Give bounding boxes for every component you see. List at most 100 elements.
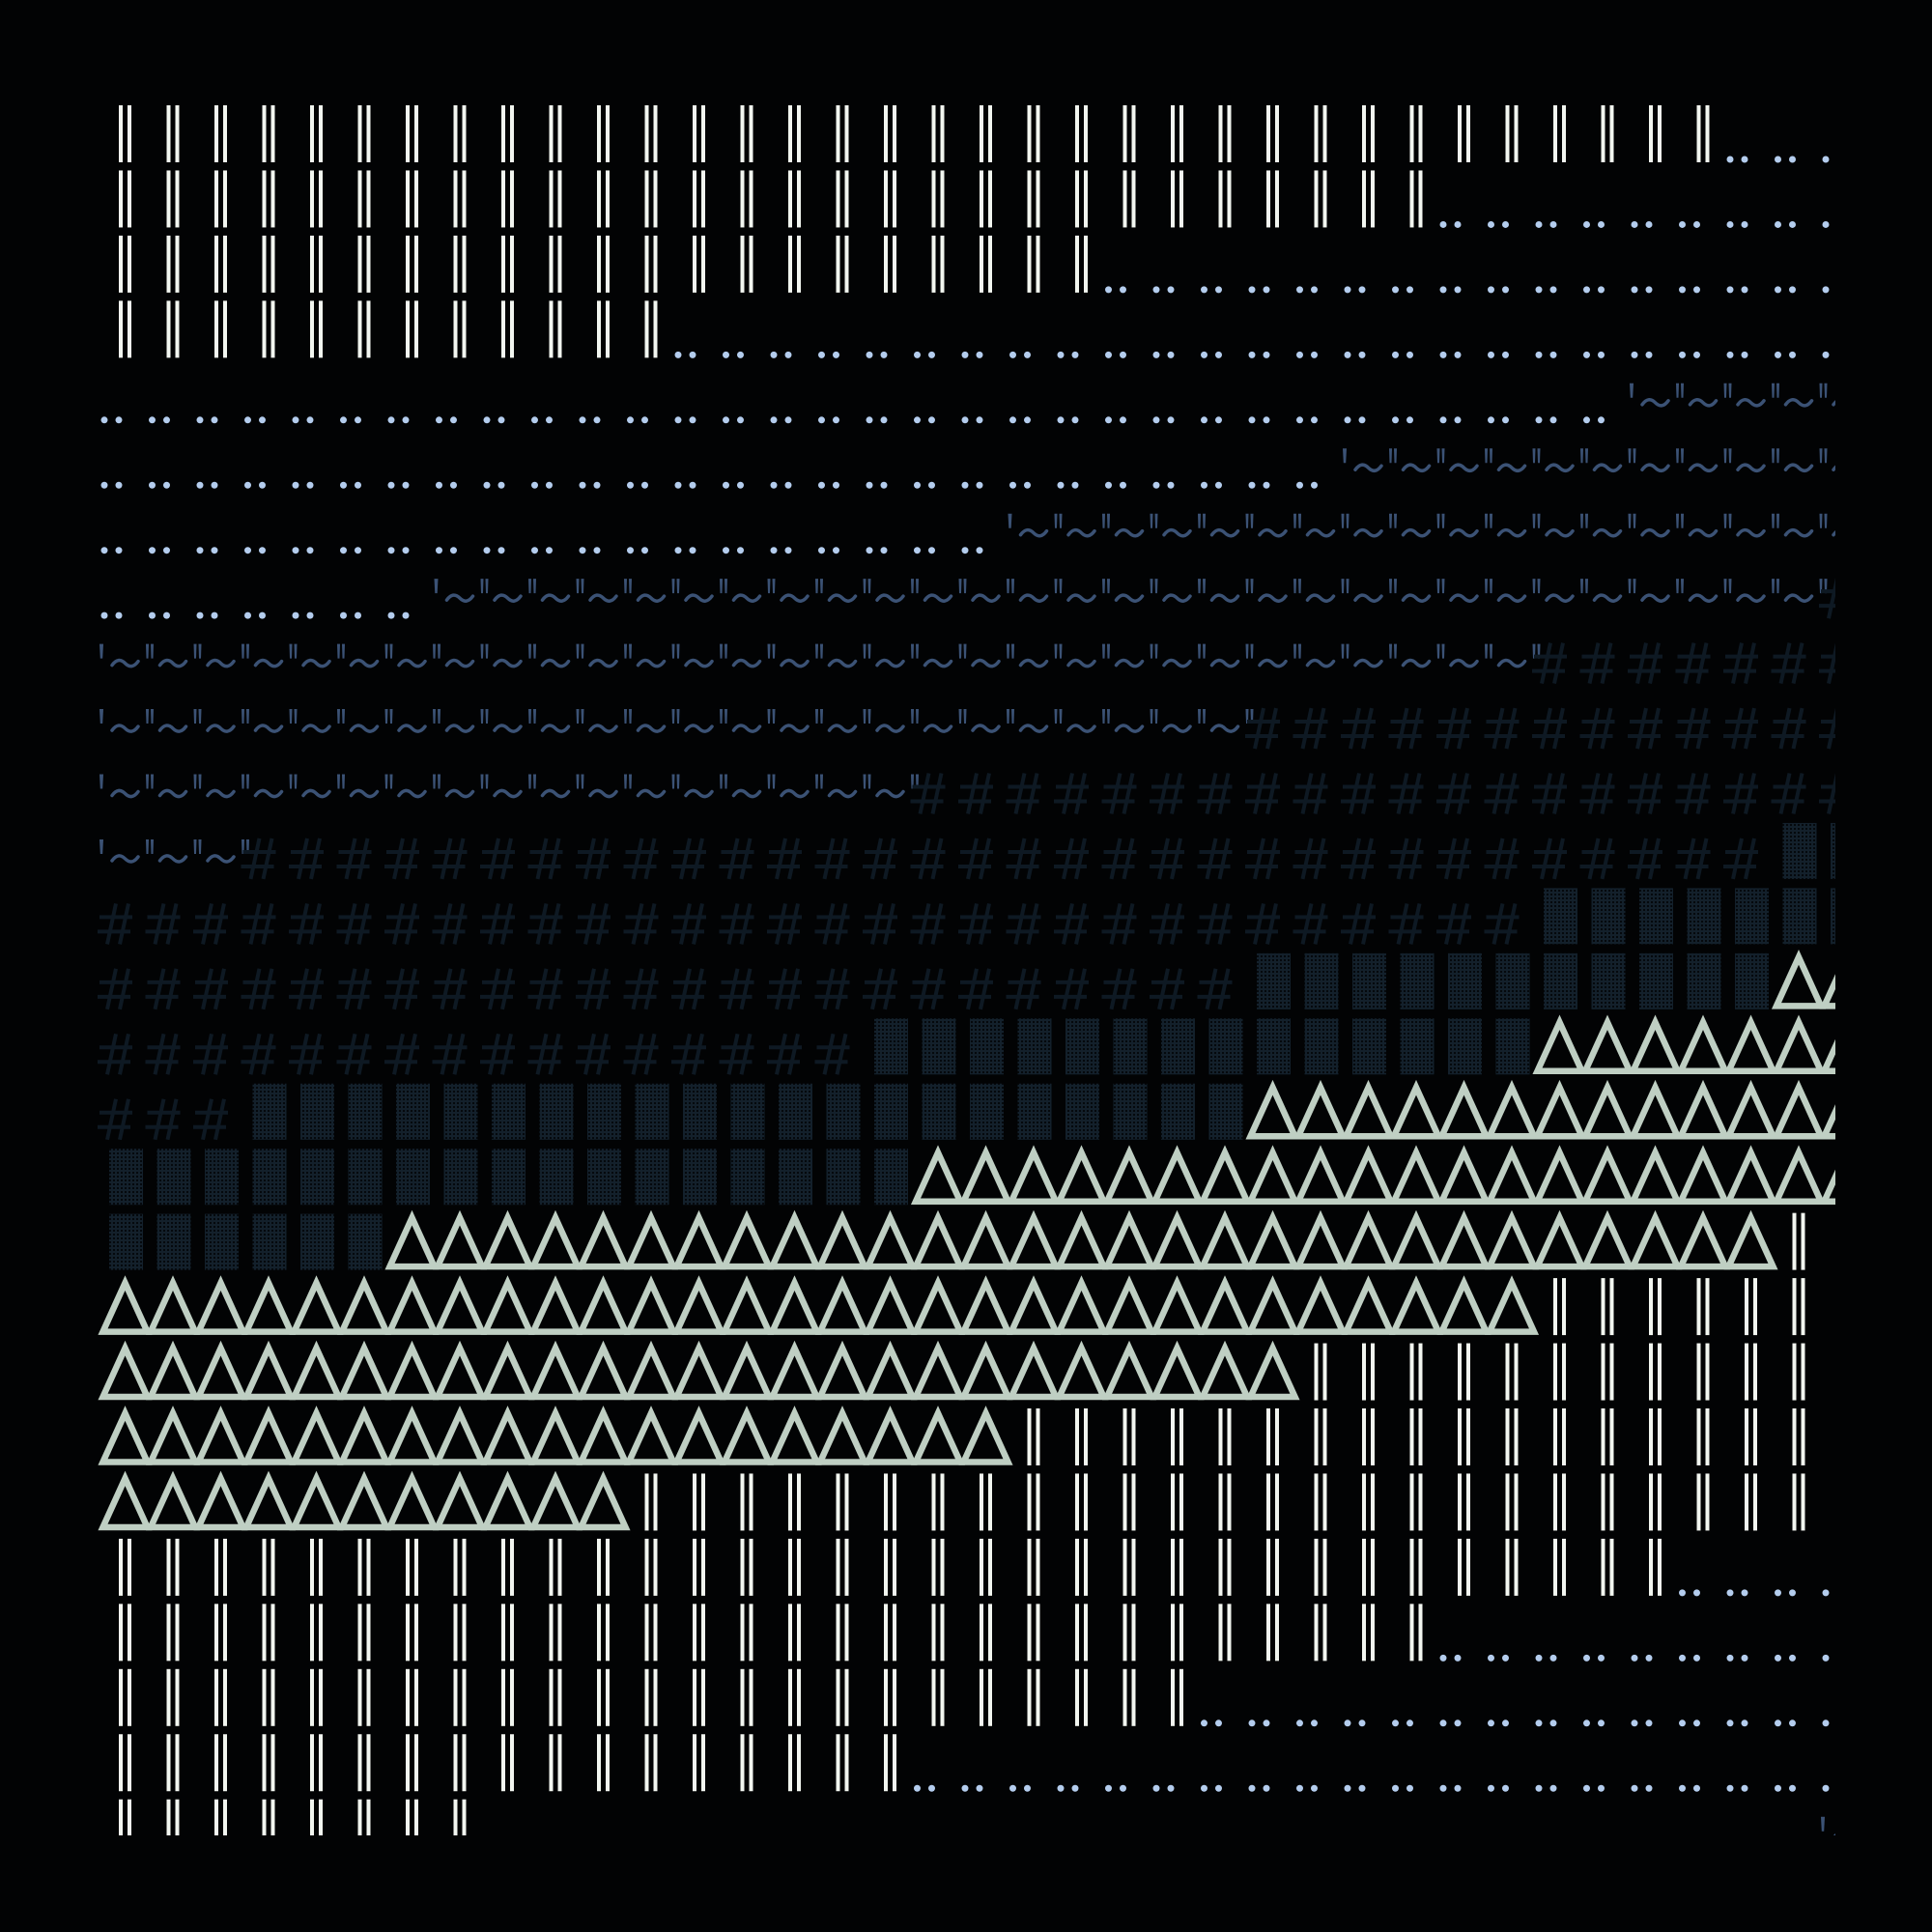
double-bar-glyph [1409, 1604, 1423, 1662]
triangle-glyph [814, 1209, 870, 1270]
double-bar-glyph [1553, 1278, 1566, 1336]
double-bar-glyph [1505, 1538, 1519, 1596]
double-bar-glyph [119, 1799, 131, 1835]
hash-glyph [98, 1098, 132, 1141]
double-bar-glyph [1505, 1343, 1519, 1401]
dotted-block-glyph [779, 1083, 812, 1140]
hash-glyph [1675, 707, 1711, 750]
triangle-glyph [1006, 1209, 1062, 1270]
tilde-quote-glyph [1114, 709, 1158, 733]
double-bar-glyph [740, 1734, 753, 1792]
dot-pair-glyph [1488, 416, 1509, 424]
glyph-row [98, 1275, 1805, 1336]
dot-pair-glyph [1248, 1784, 1270, 1792]
hash-glyph [1628, 838, 1662, 880]
double-bar-glyph [1505, 1408, 1519, 1465]
triangle-glyph [576, 1406, 631, 1465]
double-bar-glyph [214, 235, 227, 293]
tilde-quote-glyph [1114, 643, 1158, 668]
double-bar-glyph [166, 105, 180, 162]
double-bar-glyph [310, 1538, 323, 1596]
tilde-quote-glyph [1496, 513, 1541, 538]
hash-glyph [1054, 902, 1089, 945]
triangle-glyph [432, 1470, 488, 1531]
dot-pair-glyph [1726, 220, 1748, 228]
hash-glyph [576, 902, 611, 945]
double-bar-glyph [1601, 1473, 1614, 1531]
hash-glyph [98, 968, 132, 1010]
hash-glyph [145, 1098, 181, 1141]
double-bar-glyph [1122, 105, 1136, 162]
hash-glyph [1054, 838, 1089, 880]
dot-pair-glyph [531, 547, 553, 554]
dotted-block-glyph [874, 1149, 908, 1206]
tilde-quote-glyph [1114, 513, 1158, 538]
dot-pair-glyph [1726, 156, 1748, 163]
dot-pair-glyph [818, 481, 839, 489]
hash-glyph [527, 1033, 563, 1075]
triangle-glyph [1579, 1014, 1635, 1075]
hash-glyph [767, 1033, 802, 1075]
triangle-glyph [193, 1470, 248, 1531]
tilde-quote-glyph [1305, 513, 1350, 538]
double-bar-glyph [980, 1538, 992, 1596]
hash-glyph [814, 902, 850, 945]
hash-glyph [1532, 838, 1567, 880]
double-bar-glyph [214, 1668, 227, 1726]
hash-glyph [432, 902, 468, 945]
double-bar-glyph [406, 105, 418, 162]
triangle-glyph [98, 1275, 153, 1335]
dot-pair-glyph [1775, 156, 1796, 163]
tilde-quote-glyph [1545, 513, 1588, 538]
double-bar-glyph [1122, 1538, 1136, 1596]
double-bar-glyph [884, 235, 896, 293]
tilde-quote-glyph [1736, 383, 1779, 408]
triangle-glyph [1436, 1079, 1492, 1140]
tilde-quote-glyph [99, 774, 154, 799]
hash-glyph [719, 902, 754, 945]
double-bar-glyph [1171, 105, 1183, 162]
dot-pair-glyph [1726, 351, 1748, 358]
triangle-glyph [719, 1275, 775, 1335]
tilde-quote-glyph [99, 643, 154, 668]
double-bar-glyph [644, 1473, 658, 1531]
double-bar-glyph [1314, 105, 1327, 162]
double-bar-glyph [1171, 1538, 1183, 1596]
triangle-glyph [1723, 1145, 1778, 1205]
tilde-quote-glyph [588, 643, 632, 668]
hash-glyph [1245, 838, 1280, 880]
dot-pair-glyph [1201, 481, 1222, 489]
triangle-glyph [289, 1470, 344, 1531]
double-bar-glyph [644, 1668, 658, 1726]
hash-glyph [193, 1098, 228, 1141]
dot-pair-glyph [196, 416, 218, 424]
dot-pair-glyph [1535, 220, 1557, 228]
dot-pair-glyph [1057, 481, 1079, 489]
tilde-quote-glyph [731, 709, 776, 733]
dot-pair-glyph [1296, 286, 1318, 294]
hash-glyph [336, 968, 372, 1010]
tilde-quote-glyph [588, 774, 632, 799]
triangle-glyph [1054, 1275, 1109, 1335]
double-bar-glyph [549, 235, 562, 293]
triangle-glyph [432, 1275, 488, 1335]
double-bar-glyph [119, 1734, 131, 1792]
hash-glyph [1197, 902, 1233, 945]
double-bar-glyph [357, 170, 371, 228]
dot-pair-glyph [674, 481, 696, 489]
dotted-block-glyph [492, 1083, 526, 1140]
hash-glyph [576, 1033, 611, 1075]
dot-pair-glyph [1679, 286, 1700, 294]
tilde-quote-glyph [1545, 448, 1588, 472]
dotted-block-glyph [1639, 888, 1673, 945]
dot-pair-glyph [1822, 156, 1830, 163]
dot-pair-glyph [1201, 286, 1222, 294]
triangle-glyph [1245, 1145, 1300, 1205]
double-bar-glyph [1601, 105, 1614, 162]
hash-glyph [623, 968, 659, 1010]
hash-glyph [1436, 838, 1471, 880]
hash-glyph [1293, 838, 1328, 880]
hash-glyph [384, 902, 419, 945]
glyph-row [99, 773, 1835, 814]
